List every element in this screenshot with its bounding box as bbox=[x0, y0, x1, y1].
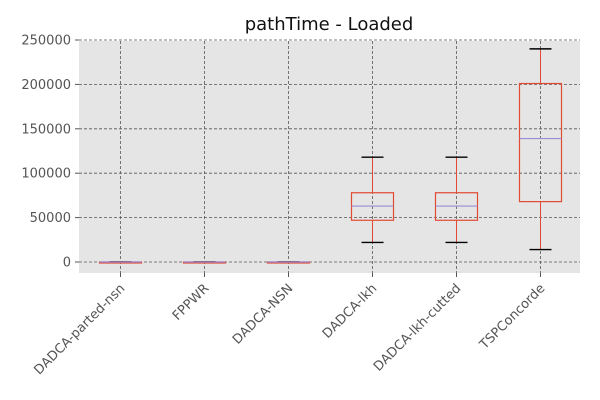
x-tick-label: DADCA-lkh-cutted bbox=[371, 281, 464, 374]
box-3 bbox=[266, 261, 311, 264]
y-tick-label: 0 bbox=[63, 256, 71, 271]
y-tick-label: 150000 bbox=[21, 122, 71, 137]
plot-background bbox=[79, 41, 580, 273]
y-axis-ticks: 0 50000 100000 150000 200000 250000 bbox=[21, 34, 79, 271]
box-6 bbox=[518, 48, 563, 251]
y-tick-label: 100000 bbox=[21, 167, 71, 182]
box-4 bbox=[350, 156, 395, 244]
box-2 bbox=[182, 261, 227, 264]
box-series bbox=[98, 48, 563, 264]
y-tick-label: 250000 bbox=[21, 34, 71, 49]
x-axis-ticks: DADCA-parted-nsn FPPWR DADCA-NSN DADCA-lkhD… bbox=[32, 273, 548, 378]
x-tick-label: DADCA-NSN bbox=[230, 281, 296, 347]
x-tick-label: FPPWR bbox=[170, 281, 212, 323]
y-tick-label: 200000 bbox=[21, 78, 71, 93]
iqr-box bbox=[518, 82, 563, 203]
x-tick-label: TSPConcorde bbox=[476, 281, 548, 353]
y-tick-label: 50000 bbox=[30, 211, 71, 226]
box-5 bbox=[434, 156, 479, 244]
box-1 bbox=[98, 261, 143, 264]
x-tick-label: DADCA-lkh bbox=[320, 281, 380, 341]
x-tick-label: DADCA-parted-nsn bbox=[32, 281, 129, 378]
chart-title: pathTime - Loaded bbox=[245, 14, 414, 35]
